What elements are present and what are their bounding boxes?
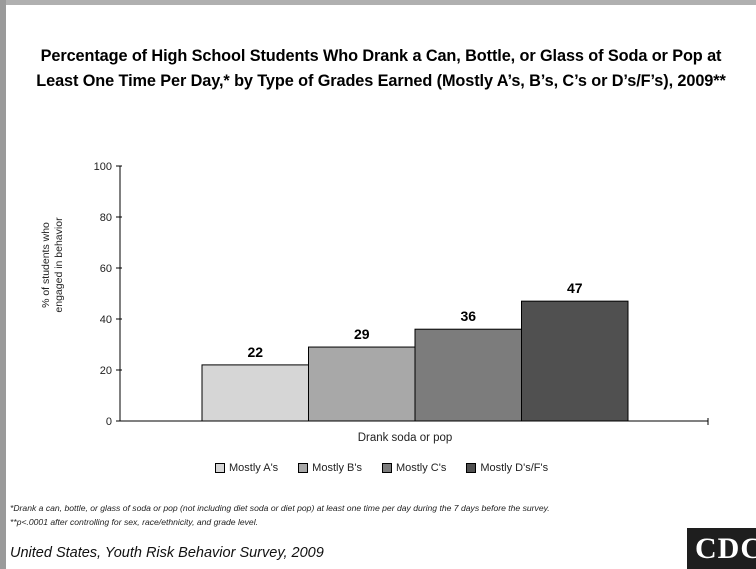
cdc-logo: CDC [687, 528, 756, 569]
chart-title: Percentage of High School Students Who D… [8, 44, 754, 94]
y-tick-label-100: 100 [94, 161, 112, 173]
legend-swatch-mostly-c-s [381, 463, 392, 473]
legend-item-mostly-b-s: Mostly B's [298, 462, 362, 474]
source-citation: United States, Youth Risk Behavior Surve… [10, 545, 324, 561]
legend-swatch-mostly-a-s [215, 463, 225, 473]
chart-legend: Mostly A's Mostly B's Mostly C's Mostly D's… [215, 462, 548, 474]
y-tick-label-20: 20 [100, 365, 112, 377]
footnote-soda-definition: *Drank a can, bottle, or glass of soda o… [10, 503, 550, 513]
legend-label-mostly-c-s: Mostly C's [395, 462, 447, 474]
frame-left-border [0, 0, 6, 569]
bar-mostly-c-s [414, 328, 522, 422]
data-label-mostly-c-s: 36 [460, 308, 476, 324]
data-label-mostly-a-s: 22 [247, 344, 263, 360]
y-tick-label-80: 80 [100, 212, 112, 224]
data-label-mostly-b-s: 29 [354, 326, 370, 342]
y-tick-label-40: 40 [100, 314, 112, 326]
data-label-mostly-d-s-f-s: 47 [567, 280, 583, 296]
legend-label-mostly-a-s: Mostly A's [229, 462, 279, 474]
bar-mostly-a-s [201, 364, 309, 422]
bar-mostly-d-s-f-s [521, 300, 629, 422]
legend-label-mostly-d-s-f-s: Mostly D's/F's [480, 462, 549, 474]
chart-title-line-2: Least One Time Per Day,* by Type of Grad… [36, 72, 726, 90]
legend-item-mostly-c-s: Mostly C's [381, 462, 447, 474]
legend-item-mostly-d-s-f-s: Mostly D's/F's [466, 462, 548, 474]
frame-top-border [0, 0, 756, 5]
legend-item-mostly-a-s: Mostly A's [215, 462, 278, 474]
y-tick-label-0: 0 [106, 416, 112, 428]
chart-title-line-1: Percentage of High School Students Who D… [40, 47, 722, 65]
footnote-significance: **p<.0001 after controlling for sex, rac… [10, 517, 259, 527]
legend-label-mostly-b-s: Mostly B's [312, 462, 362, 474]
x-axis-label: Drank soda or pop [357, 432, 453, 444]
legend-swatch-mostly-d-s-f-s [466, 463, 477, 473]
y-tick-label-60: 60 [100, 263, 112, 275]
legend-swatch-mostly-b-s [298, 463, 309, 473]
bar-mostly-b-s [308, 346, 416, 422]
